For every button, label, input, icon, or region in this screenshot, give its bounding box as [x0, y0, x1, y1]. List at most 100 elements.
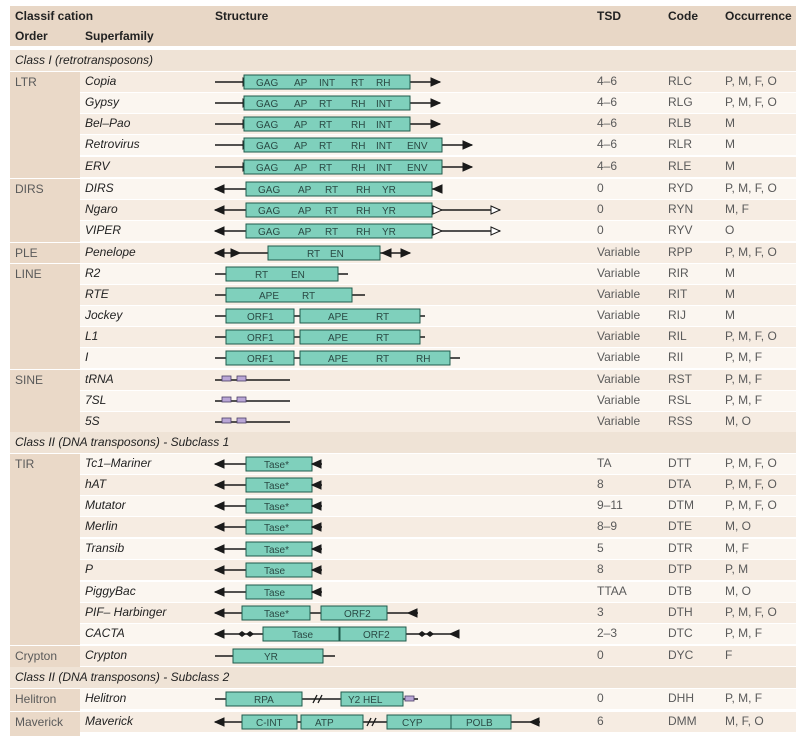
- tsd-cell: 9–11: [597, 498, 623, 512]
- break-mark: [317, 694, 323, 704]
- superfamily-cell: tRNA: [85, 372, 114, 386]
- domain-label: APE: [259, 291, 279, 302]
- superfamily-cell: Mutator: [85, 498, 126, 512]
- superfamily-cell: hAT: [85, 477, 107, 491]
- domain-label: ENV: [407, 141, 428, 152]
- sine-motif: [404, 695, 415, 702]
- tsd-cell: 0: [597, 648, 604, 662]
- code-cell: DYC: [668, 648, 694, 662]
- repeat-arrow: [213, 205, 225, 215]
- domain-label: C-INT: [256, 718, 283, 729]
- domain-label: RT: [319, 141, 332, 152]
- occurrence-cell: O: [725, 223, 735, 237]
- repeat-arrow: [213, 544, 225, 554]
- order-block-tir: TIR: [10, 454, 80, 645]
- domain-box: [339, 626, 407, 642]
- repeat-arrow: [230, 248, 242, 258]
- repeat-marker: [246, 631, 254, 637]
- domain-box: [241, 714, 298, 730]
- order-block-sine: SINE: [10, 370, 80, 432]
- domain-label: RT: [325, 185, 338, 196]
- superfamily-cell: DIRS: [85, 181, 114, 195]
- header-classification: Classif cation: [15, 9, 94, 23]
- table-row: [10, 412, 796, 432]
- repeat-arrow: [213, 184, 225, 194]
- domain-box: [340, 691, 404, 707]
- repeat-arrow: [432, 226, 444, 236]
- domain-label: GAG: [256, 163, 278, 174]
- domain-box: [225, 691, 303, 707]
- code-cell: RPP: [668, 245, 693, 259]
- occurrence-cell: P, M, F: [725, 691, 763, 705]
- code-cell: RIR: [668, 266, 689, 280]
- domain-label: INT: [319, 78, 335, 89]
- occurrence-cell: M: [725, 308, 735, 322]
- tsd-cell: Variable: [597, 287, 641, 301]
- header-code: Code: [668, 9, 698, 23]
- repeat-arrow: [400, 248, 412, 258]
- code-cell: DTH: [668, 605, 693, 619]
- domain-label: GAG: [256, 120, 278, 131]
- domain-box: [225, 287, 353, 303]
- order-label: LINE: [15, 267, 42, 281]
- table-row: [10, 646, 796, 666]
- occurrence-cell: M, O: [725, 584, 751, 598]
- tsd-cell: TTAA: [597, 584, 627, 598]
- domain-box: [243, 159, 443, 175]
- repeat-arrow: [430, 98, 442, 108]
- order-label: Helitron: [15, 692, 57, 706]
- table-row: [10, 582, 796, 602]
- domain-box: [243, 116, 411, 132]
- domain-label: GAG: [258, 206, 280, 217]
- domain-box: [243, 74, 411, 90]
- domain-label: RH: [351, 163, 365, 174]
- domain-label: INT: [376, 163, 392, 174]
- table-row: [10, 391, 796, 411]
- tsd-cell: 2–3: [597, 626, 618, 640]
- code-cell: RIT: [668, 287, 688, 301]
- code-cell: DHH: [668, 691, 694, 705]
- repeat-arrow: [213, 717, 225, 727]
- domain-box: [241, 605, 311, 621]
- domain-label: YR: [382, 185, 396, 196]
- domain-label: YR: [382, 206, 396, 217]
- code-cell: DTR: [668, 541, 693, 555]
- superfamily-cell: Penelope: [85, 245, 136, 259]
- domain-box: [450, 714, 512, 730]
- domain-box: [245, 223, 433, 239]
- domain-label: CYP: [402, 718, 423, 729]
- domain-label: RH: [351, 120, 365, 131]
- domain-label: AP: [294, 141, 308, 152]
- break-mark: [366, 717, 372, 727]
- tsd-cell: Variable: [597, 329, 641, 343]
- repeat-arrow: [213, 629, 225, 639]
- domain-label: APE: [328, 312, 348, 323]
- tsd-cell: 4–6: [597, 159, 618, 173]
- domain-box: [267, 245, 381, 261]
- order-block-helitron: Helitron: [10, 689, 80, 711]
- occurrence-cell: M, O: [725, 519, 751, 533]
- superfamily-cell: RTE: [85, 287, 109, 301]
- code-cell: RYD: [668, 181, 694, 195]
- repeat-arrow: [462, 140, 474, 150]
- code-cell: RSL: [668, 393, 692, 407]
- order-label: Maverick: [15, 715, 64, 729]
- domain-label: EN: [291, 270, 305, 281]
- superfamily-cell: I: [85, 350, 89, 364]
- sine-motif: [236, 396, 247, 403]
- class-label: Class II (DNA transposons) - Subclass 1: [15, 435, 230, 449]
- code-cell: RYN: [668, 202, 694, 216]
- tsd-cell: Variable: [597, 372, 641, 386]
- occurrence-cell: M, O: [725, 414, 751, 428]
- tsd-cell: Variable: [597, 266, 641, 280]
- repeat-arrow: [213, 501, 225, 511]
- code-cell: DTC: [668, 626, 693, 640]
- repeat-arrow: [490, 205, 502, 215]
- code-cell: RST: [668, 372, 692, 386]
- break-mark: [312, 694, 318, 704]
- header-order: Order: [15, 29, 48, 43]
- tsd-cell: 0: [597, 181, 604, 195]
- order-label: Crypton: [15, 649, 58, 663]
- superfamily-cell: Merlin: [85, 519, 118, 533]
- break-mark: [371, 717, 377, 727]
